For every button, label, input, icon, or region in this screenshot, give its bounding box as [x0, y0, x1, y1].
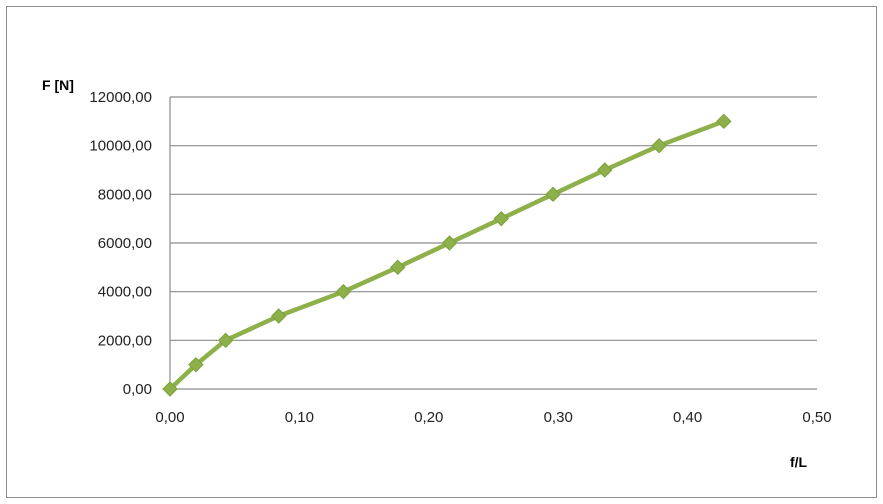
- chart-area: [6, 6, 877, 498]
- data-point-marker: [545, 186, 561, 203]
- series-layer: [162, 113, 732, 397]
- data-point-marker: [441, 235, 458, 251]
- x-tick-label: 0,10: [285, 409, 314, 426]
- axes: [169, 97, 817, 390]
- x-tick-label: 0,20: [414, 409, 443, 426]
- x-axis-label: f/L: [790, 454, 808, 470]
- data-point-marker: [716, 113, 732, 130]
- data-point-marker: [493, 210, 509, 227]
- x-tick-label: 0,40: [673, 409, 702, 426]
- y-tick-label: 0,00: [123, 381, 152, 398]
- y-tick-label: 6000,00: [98, 235, 152, 252]
- data-point-marker: [188, 356, 204, 373]
- x-tick-label: 0,30: [544, 409, 573, 426]
- y-tick-label: 4000,00: [98, 284, 152, 301]
- y-tick-label: 2000,00: [98, 332, 152, 349]
- data-point-marker: [390, 259, 406, 276]
- data-point-marker: [270, 308, 287, 324]
- x-tick-label: 0,00: [155, 409, 184, 426]
- data-point-marker: [217, 332, 234, 349]
- y-tick-label: 12000,00: [89, 89, 152, 106]
- tick-labels: 0,00 2000,00 4000,00 6000,00 8000,00 10000,00…: [89, 89, 831, 426]
- data-point-marker: [651, 137, 667, 154]
- series-line: [167, 119, 727, 392]
- data-point-marker: [335, 283, 352, 300]
- y-axis-label: F [N]: [42, 77, 74, 93]
- y-tick-label: 10000,00: [89, 138, 152, 155]
- y-tick-label: 8000,00: [98, 186, 152, 203]
- gridlines: [170, 96, 817, 341]
- data-point-marker: [162, 381, 178, 397]
- data-point-marker: [597, 162, 613, 178]
- x-tick-label: 0,50: [802, 409, 831, 426]
